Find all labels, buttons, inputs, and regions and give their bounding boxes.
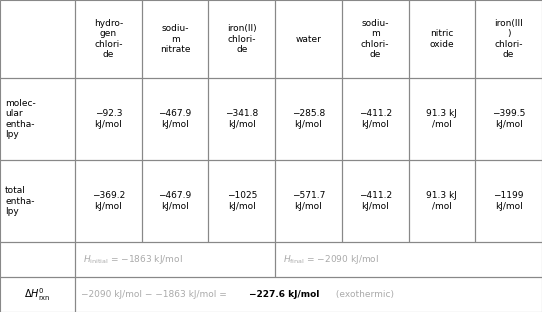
Bar (0, 242, 75, 277)
Text: nitric
oxide: nitric oxide (430, 29, 454, 49)
Text: −285.8
kJ/mol: −285.8 kJ/mol (292, 109, 325, 129)
Text: −467.9
kJ/mol: −467.9 kJ/mol (158, 109, 192, 129)
Text: −2090 kJ/mol − −1863 kJ/mol =: −2090 kJ/mol − −1863 kJ/mol = (81, 290, 230, 299)
Text: 91.3 kJ
/mol: 91.3 kJ /mol (427, 191, 457, 211)
Bar (0, 277, 75, 312)
Bar (0, 0, 75, 78)
Text: −369.2
kJ/mol: −369.2 kJ/mol (92, 191, 125, 211)
Text: hydro-
gen
chlori-
de: hydro- gen chlori- de (94, 19, 123, 59)
Bar (75, 0, 141, 78)
Bar (75, 78, 141, 160)
Text: −411.2
kJ/mol: −411.2 kJ/mol (359, 191, 392, 211)
Text: −571.7
kJ/mol: −571.7 kJ/mol (292, 191, 325, 211)
Bar (75, 242, 275, 277)
Text: water: water (295, 35, 321, 43)
Text: −467.9
kJ/mol: −467.9 kJ/mol (158, 191, 192, 211)
Text: −227.6 kJ/mol: −227.6 kJ/mol (249, 290, 319, 299)
Text: −92.3
kJ/mol: −92.3 kJ/mol (94, 109, 122, 129)
Text: −411.2
kJ/mol: −411.2 kJ/mol (359, 109, 392, 129)
Text: molec-
ular
entha-
lpy: molec- ular entha- lpy (5, 99, 36, 139)
Bar (275, 0, 342, 78)
Text: $\Delta H^0_{\rm rxn}$: $\Delta H^0_{\rm rxn}$ (24, 286, 51, 303)
Text: sodiu-
m
chlori-
de: sodiu- m chlori- de (361, 19, 390, 59)
Text: (exothermic): (exothermic) (333, 290, 394, 299)
Bar (275, 78, 342, 160)
Bar (342, 0, 409, 78)
Text: 91.3 kJ
/mol: 91.3 kJ /mol (427, 109, 457, 129)
Bar (275, 242, 542, 277)
Text: iron(II)
chlori-
de: iron(II) chlori- de (227, 24, 256, 54)
Bar (209, 78, 275, 160)
Bar (0, 78, 75, 160)
Bar (75, 160, 141, 242)
Text: −1199
kJ/mol: −1199 kJ/mol (493, 191, 524, 211)
Bar (475, 78, 542, 160)
Text: −341.8
kJ/mol: −341.8 kJ/mol (225, 109, 259, 129)
Bar (475, 0, 542, 78)
Text: sodiu-
m
nitrate: sodiu- m nitrate (160, 24, 190, 54)
Bar (75, 277, 542, 312)
Bar (141, 78, 209, 160)
Bar (209, 160, 275, 242)
Bar (141, 160, 209, 242)
Bar (141, 0, 209, 78)
Bar (342, 160, 409, 242)
Text: $\it{H}_{\rm initial}$ = −1863 kJ/mol: $\it{H}_{\rm initial}$ = −1863 kJ/mol (83, 253, 183, 266)
Bar (342, 78, 409, 160)
Bar (475, 160, 542, 242)
Bar (0, 160, 75, 242)
Bar (409, 0, 475, 78)
Text: total
entha-
lpy: total entha- lpy (5, 186, 35, 216)
Bar (409, 78, 475, 160)
Bar (209, 0, 275, 78)
Bar (409, 160, 475, 242)
Bar (275, 160, 342, 242)
Text: iron(III
)
chlori-
de: iron(III ) chlori- de (494, 19, 523, 59)
Text: $\it{H}_{\rm final}$ = −2090 kJ/mol: $\it{H}_{\rm final}$ = −2090 kJ/mol (283, 253, 379, 266)
Text: −1025
kJ/mol: −1025 kJ/mol (227, 191, 257, 211)
Text: −399.5
kJ/mol: −399.5 kJ/mol (492, 109, 525, 129)
